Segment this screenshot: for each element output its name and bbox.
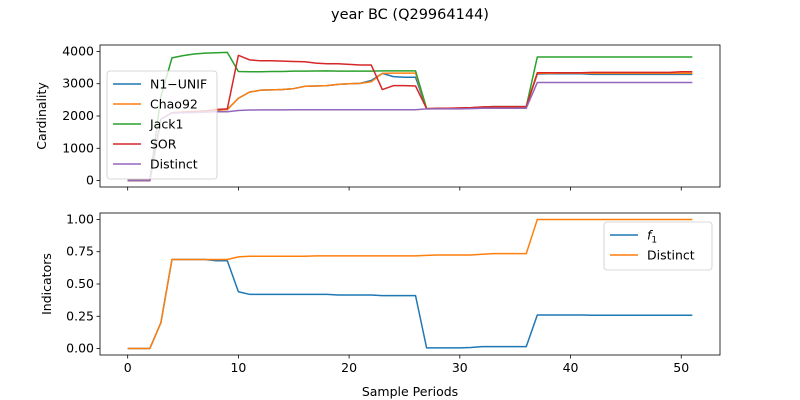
series-line-2-1 bbox=[127, 258, 693, 350]
y-tick-label: 4000 bbox=[62, 43, 94, 58]
y-tick-label: 1.00 bbox=[66, 211, 94, 226]
y-tick-label: 0.50 bbox=[66, 276, 94, 291]
panels-layer: 0 1000 2000 3000 4000 Cardinality N1−UNIF Chao9… bbox=[34, 43, 721, 375]
legend-label: f1 bbox=[647, 228, 657, 246]
y-axis-label: Indicators bbox=[39, 253, 54, 315]
legend-label: Distinct bbox=[150, 157, 198, 172]
legend-label: Distinct bbox=[647, 248, 695, 263]
x-axis-label: Sample Periods bbox=[362, 384, 458, 399]
legend-box bbox=[106, 70, 218, 180]
x-tick-label: 20 bbox=[341, 360, 357, 375]
x-tick-label: 10 bbox=[230, 360, 246, 375]
legend-box bbox=[603, 221, 713, 271]
series-line-2-2 bbox=[127, 218, 693, 350]
legend-label: Jack1 bbox=[149, 117, 183, 132]
x-tick-label: 30 bbox=[452, 360, 468, 375]
series-line-1-5 bbox=[127, 81, 693, 182]
y-axis-label: Cardinality bbox=[34, 82, 49, 150]
y-tick-label: 0.00 bbox=[66, 341, 94, 356]
legend-label: N1−UNIF bbox=[150, 77, 207, 92]
x-tick-label: 40 bbox=[563, 360, 579, 375]
series-line-1-4 bbox=[127, 54, 693, 182]
legend: f1 Distinct bbox=[603, 221, 713, 271]
chart-title: year BC (Q29964144) bbox=[331, 7, 489, 23]
y-tick-label: 2000 bbox=[62, 108, 94, 123]
series-line-1-3 bbox=[127, 51, 693, 182]
x-tick-label: 0 bbox=[124, 360, 132, 375]
y-tick-label: 0 bbox=[86, 173, 94, 188]
legend-label-main: f bbox=[647, 228, 653, 243]
legend-label: Chao92 bbox=[150, 97, 198, 112]
y-tick-label: 0.25 bbox=[66, 308, 94, 323]
y-tick-label: 3000 bbox=[62, 76, 94, 91]
legend: N1−UNIF Chao92 Jack1 SOR Distinct bbox=[106, 70, 218, 180]
y-tick-label: 0.75 bbox=[66, 244, 94, 259]
legend-label: SOR bbox=[150, 137, 177, 152]
panel-1: 0 1000 2000 3000 4000 Cardinality N1−UNIF Chao9… bbox=[34, 43, 721, 191]
y-tick-label: 1000 bbox=[62, 140, 94, 155]
x-tick-label: 50 bbox=[673, 360, 689, 375]
panel-2: 0.00 0.25 0.50 0.75 1.00 0 10 20 30 40 50 Indicator… bbox=[39, 211, 721, 375]
legend-label-subscript: 1 bbox=[651, 236, 657, 246]
